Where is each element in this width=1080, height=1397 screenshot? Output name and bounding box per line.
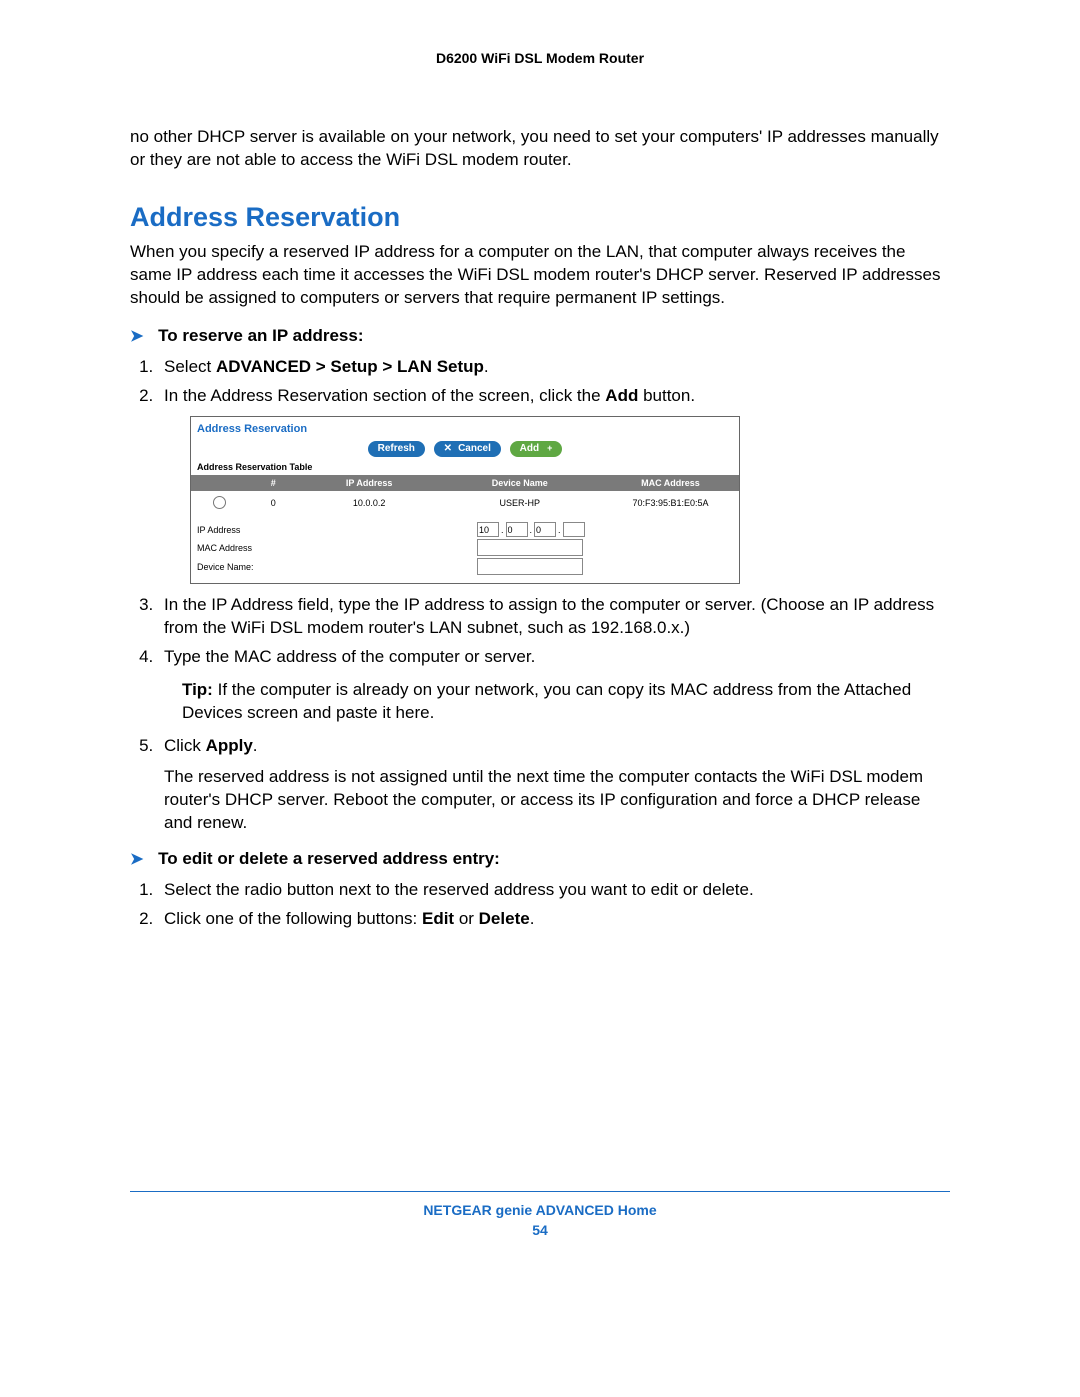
table-caption: Address Reservation Table (191, 461, 739, 475)
col-mac: MAC Address (602, 475, 739, 491)
row-radio[interactable] (213, 496, 226, 509)
cell-dev: USER-HP (438, 491, 602, 514)
proc2-step-1: Select the radio button next to the rese… (158, 879, 950, 902)
p2s2-post: . (530, 909, 535, 928)
p2s2-b2: Delete (479, 909, 530, 928)
p2s2-b1: Edit (422, 909, 454, 928)
close-icon: ✕ (444, 443, 452, 454)
section-heading: Address Reservation (130, 202, 950, 233)
step5-bold: Apply (206, 736, 253, 755)
step2-pre: In the Address Reservation section of th… (164, 386, 605, 405)
table-row: 0 10.0.0.2 USER-HP 70:F3:95:B1:E0:5A (191, 491, 739, 514)
step1-bold: ADVANCED > Setup > LAN Setup (216, 357, 484, 376)
step-3: In the IP Address field, type the IP add… (158, 594, 950, 640)
step-1: Select ADVANCED > Setup > LAN Setup. (158, 356, 950, 379)
page-number: 54 (130, 1222, 950, 1238)
ip-address-row: IP Address . . . (197, 522, 733, 537)
chevron-icon: ➤ (130, 851, 143, 868)
page-footer: NETGEAR genie ADVANCED Home 54 (130, 1191, 950, 1238)
table-header-row: # IP Address Device Name MAC Address (191, 475, 739, 491)
tip-label: Tip: (182, 680, 213, 699)
step-5: Click Apply. The reserved address is not… (158, 735, 950, 835)
mac-label: MAC Address (197, 542, 477, 554)
cell-num: 0 (246, 491, 301, 514)
step5-after: The reserved address is not assigned unt… (164, 766, 950, 835)
procedure-1-title-text: To reserve an IP address: (158, 326, 363, 345)
add-arrow-icon: + (547, 443, 552, 453)
step-2: In the Address Reservation section of th… (158, 385, 950, 585)
proc2-step-2: Click one of the following buttons: Edit… (158, 908, 950, 931)
col-ip: IP Address (301, 475, 438, 491)
device-label: Device Name: (197, 561, 477, 573)
address-reservation-panel: Address Reservation Refresh ✕ Cancel Add +… (190, 416, 740, 585)
step4-text: Type the MAC address of the computer or … (164, 647, 535, 666)
ip-octet-2[interactable] (506, 522, 528, 537)
panel-button-row: Refresh ✕ Cancel Add + (191, 439, 739, 461)
cancel-label: Cancel (458, 443, 491, 454)
col-num: # (246, 475, 301, 491)
footer-text: NETGEAR genie ADVANCED Home (130, 1202, 950, 1218)
ip-label: IP Address (197, 524, 477, 536)
ip-octet-1[interactable] (477, 522, 499, 537)
mac-input[interactable] (477, 539, 583, 556)
ip-octet-3[interactable] (534, 522, 556, 537)
step2-bold: Add (605, 386, 638, 405)
panel-title: Address Reservation (191, 417, 739, 440)
section-body: When you specify a reserved IP address f… (130, 241, 950, 310)
step5-pre: Click (164, 736, 206, 755)
procedure-2-title-text: To edit or delete a reserved address ent… (158, 849, 500, 868)
reservation-table: # IP Address Device Name MAC Address 0 1… (191, 475, 739, 514)
p2s2-pre: Click one of the following buttons: (164, 909, 422, 928)
p2s2-mid: or (454, 909, 479, 928)
device-name-row: Device Name: (197, 558, 733, 575)
chevron-icon: ➤ (130, 328, 143, 345)
step-4: Type the MAC address of the computer or … (158, 646, 950, 725)
cell-ip: 10.0.0.2 (301, 491, 438, 514)
add-label: Add (520, 443, 539, 454)
procedure-2-title: ➤ To edit or delete a reserved address e… (130, 849, 950, 869)
col-dev: Device Name (438, 475, 602, 491)
procedure-1-title: ➤ To reserve an IP address: (130, 326, 950, 346)
step2-post: button. (638, 386, 695, 405)
intro-paragraph: no other DHCP server is available on you… (130, 126, 950, 172)
add-button[interactable]: Add + (510, 441, 563, 457)
step1-post: . (484, 357, 489, 376)
tip-row: Tip: If the computer is already on your … (182, 679, 950, 725)
page-header: D6200 WiFi DSL Modem Router (130, 50, 950, 66)
refresh-button[interactable]: Refresh (368, 441, 425, 457)
cancel-button[interactable]: ✕ Cancel (434, 441, 501, 457)
step5-post: . (253, 736, 258, 755)
tip-body: If the computer is already on your netwo… (182, 680, 911, 722)
step1-pre: Select (164, 357, 216, 376)
device-input[interactable] (477, 558, 583, 575)
mac-address-row: MAC Address (197, 539, 733, 556)
ip-octet-4[interactable] (563, 522, 585, 537)
cell-mac: 70:F3:95:B1:E0:5A (602, 491, 739, 514)
